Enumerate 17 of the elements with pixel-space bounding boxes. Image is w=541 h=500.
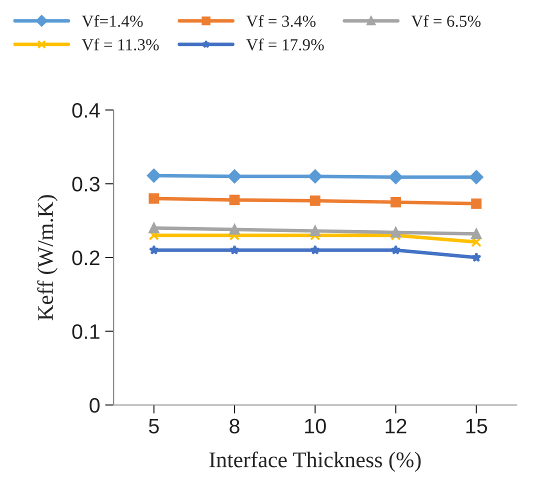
y-tick-label: 0 [90, 398, 100, 413]
legend-label: Vf = 3.4% [246, 14, 316, 27]
y-tick-label: 0.3 [72, 176, 100, 192]
y-axis-title: Keff (W/m.K) [37, 195, 58, 320]
y-tick-label: 0.4 [72, 103, 100, 118]
x-axis-title: Interface Thickness (%) [209, 452, 421, 472]
legend-label: Vf = 11.3% [82, 38, 159, 50]
x-tick-label: 15 [466, 418, 488, 434]
legend-label: Vf = 17.9% [246, 38, 324, 50]
legend-label: Vf=1.4% [82, 14, 143, 27]
x-tick-label: 10 [305, 418, 326, 434]
y-tick-label: 0.1 [72, 324, 100, 340]
x-tick-label: 12 [386, 418, 406, 434]
x-tick-label: 8 [230, 418, 240, 434]
x-tick-label: 5 [148, 418, 159, 434]
y-tick-label: 0.2 [72, 250, 100, 266]
legend-label: Vf = 6.5% [411, 14, 481, 27]
